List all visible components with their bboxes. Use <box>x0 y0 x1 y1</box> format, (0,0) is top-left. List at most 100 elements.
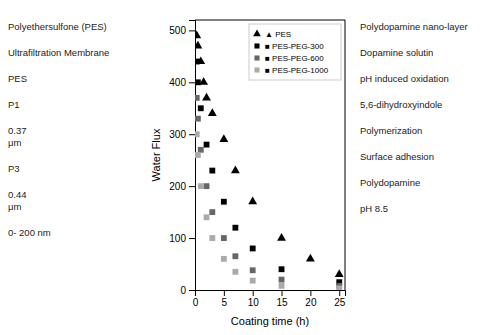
annotation: Polymerization <box>360 125 422 136</box>
legend-item: ■ PES-PEG-300 <box>254 42 324 51</box>
point <box>198 183 204 189</box>
annotation: pH induced oxidation <box>360 73 449 84</box>
tick-mark <box>282 290 283 296</box>
legend-marker <box>253 30 261 37</box>
x-axis: 0510152025 <box>193 290 346 308</box>
annotation-line: PES <box>8 73 27 84</box>
annotation: Ultrafiltration Membrane <box>8 47 109 58</box>
tick-mark <box>189 290 195 291</box>
annotation-line: Dopamine solutin <box>360 47 433 58</box>
point <box>209 209 215 215</box>
tick-mark <box>189 186 195 187</box>
tick-label: 20 <box>305 297 317 308</box>
point <box>219 134 228 142</box>
tick: 20 <box>305 290 317 308</box>
point <box>221 235 227 241</box>
annotation: PES <box>8 73 27 84</box>
point <box>306 254 315 262</box>
tick: 15 <box>276 290 288 308</box>
point <box>195 59 200 65</box>
point <box>250 278 256 284</box>
tick-mark <box>224 290 225 296</box>
point <box>198 105 204 111</box>
point <box>232 225 238 231</box>
annotation-line: Polyethersulfone (PES) <box>8 21 107 32</box>
chart: 05101520250100200300400500▲ PES■ PES-PEG… <box>0 0 500 335</box>
legend-marker <box>254 67 259 72</box>
annotation-line: Ultrafiltration Membrane <box>8 47 109 58</box>
legend-label: ▲ PES <box>265 30 291 39</box>
point <box>195 41 202 49</box>
annotation-line: 0.37 <box>8 125 27 136</box>
point <box>195 79 201 85</box>
legend: ▲ PES■ PES-PEG-300■ PES-PEG-600■ PES-PEG… <box>249 24 341 80</box>
tick: 0 <box>180 285 195 296</box>
point <box>250 246 256 252</box>
annotation: 0- 200 nm <box>8 227 51 238</box>
tick: 0 <box>193 290 199 308</box>
point <box>279 277 285 283</box>
tick: 200 <box>169 181 195 192</box>
point <box>208 108 217 116</box>
legend-item: ■ PES-PEG-1000 <box>254 66 328 75</box>
annotation: pH 8.5 <box>360 203 388 214</box>
tick: 5 <box>222 290 228 308</box>
annotation-line: Surface adhesion <box>360 151 434 162</box>
point <box>279 266 285 272</box>
plot-area: 05101520250100200300400500▲ PES■ PES-PEG… <box>169 20 345 308</box>
annotation-line: μm <box>8 137 21 148</box>
tick-label: 0 <box>193 297 199 308</box>
legend-label: ■ PES-PEG-1000 <box>265 66 329 75</box>
tick-mark <box>189 238 195 239</box>
y-axis: 0100200300400500 <box>169 21 195 296</box>
point <box>204 183 210 189</box>
annotation-line: 0- 200 nm <box>8 227 51 238</box>
point <box>204 214 210 220</box>
point <box>195 95 200 101</box>
annotation: P3 <box>8 163 20 174</box>
annotation: 0.37μm <box>8 125 27 148</box>
point <box>250 267 256 273</box>
point <box>204 142 210 148</box>
annotation: P1 <box>8 99 20 110</box>
tick: 400 <box>169 77 195 88</box>
annotation: Polydopamine <box>360 177 420 188</box>
tick-label: 100 <box>169 233 186 244</box>
annotation-line: pH 8.5 <box>360 203 388 214</box>
point <box>221 256 227 262</box>
tick-label: 10 <box>248 297 260 308</box>
annotation: 0.44μm <box>8 189 27 212</box>
frame-line <box>345 20 346 290</box>
point <box>209 235 215 241</box>
tick-label: 400 <box>169 77 186 88</box>
annotation-line: Polydopamine <box>360 177 420 188</box>
tick-label: 5 <box>222 297 228 308</box>
tick-mark <box>189 134 195 135</box>
tick-mark <box>310 290 311 296</box>
tick-label: 500 <box>169 25 186 36</box>
series <box>195 131 342 290</box>
x-axis-title: Coating time (h) <box>231 315 309 327</box>
series <box>195 59 342 286</box>
point <box>195 131 200 137</box>
tick: 100 <box>169 233 195 244</box>
point <box>232 269 238 275</box>
annotation-line: μm <box>8 201 21 212</box>
point <box>209 168 215 174</box>
tick-mark <box>189 30 195 31</box>
point <box>232 253 238 259</box>
tick-mark <box>189 82 195 83</box>
point <box>195 116 201 122</box>
point <box>195 30 201 38</box>
axis-line <box>196 291 346 297</box>
annotation: Polyethersulfone (PES) <box>8 21 107 32</box>
point <box>277 233 286 241</box>
tick-label: 0 <box>180 285 186 296</box>
frame-line <box>195 20 345 21</box>
point <box>202 93 211 101</box>
annotation-line: Polydopamine nano-layer <box>360 21 468 32</box>
point <box>248 197 257 205</box>
axis-line <box>189 21 196 291</box>
point <box>198 147 204 153</box>
annotation-line: Polymerization <box>360 125 422 136</box>
